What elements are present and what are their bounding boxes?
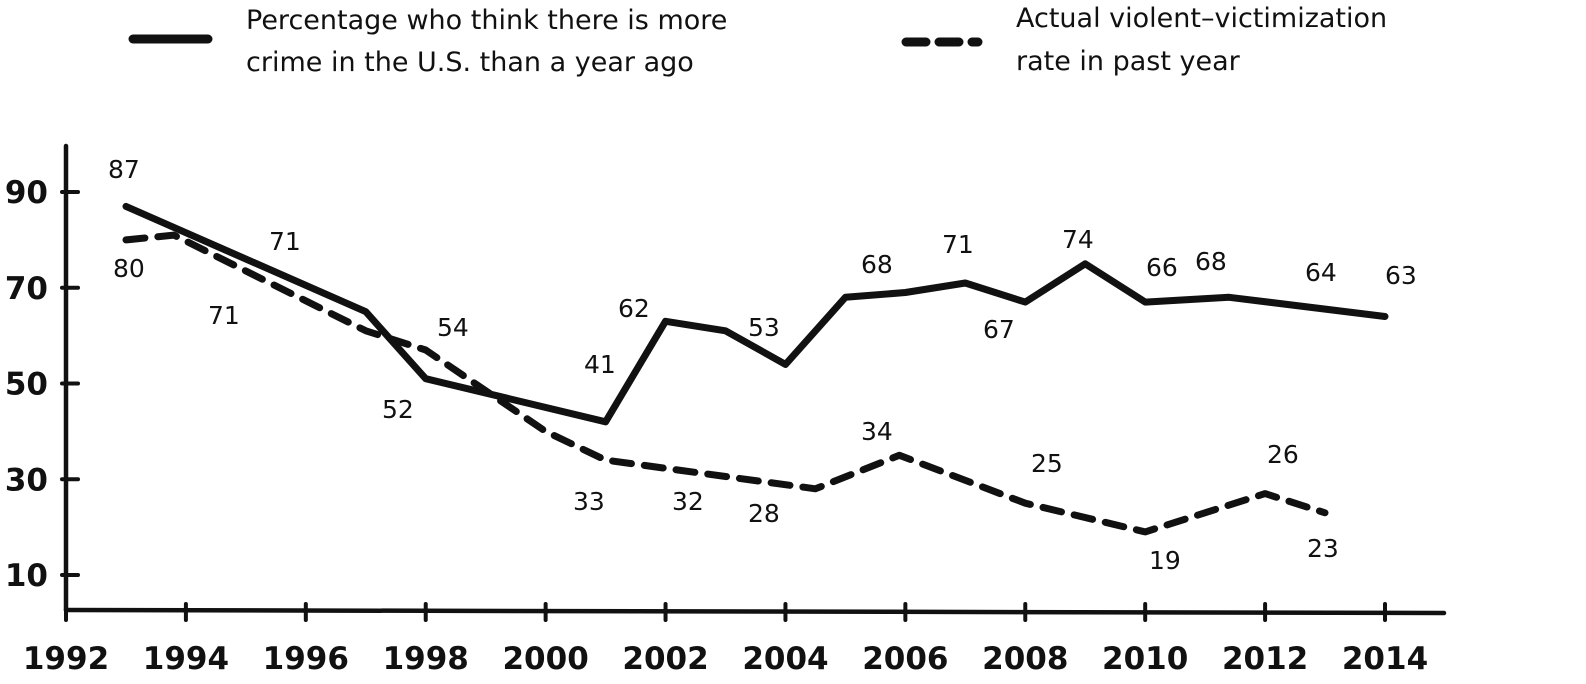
data-label: 62 — [618, 294, 650, 323]
x-ticks: 1992 1994 1996 1998 2000 2002 2004 2006 2008 2010… — [23, 602, 1428, 677]
data-label: 63 — [1385, 261, 1417, 290]
data-label: 33 — [573, 487, 605, 516]
legend-label-perception-line2: crime in the U.S. than a year ago — [246, 47, 694, 78]
y-tick-label: 30 — [5, 462, 48, 498]
data-label: 66 — [1146, 253, 1178, 282]
legend-label-victimization-line1: Actual violent–victimization — [1016, 3, 1387, 34]
x-tick-label: 1996 — [263, 641, 349, 677]
x-axis-line — [63, 607, 1447, 616]
y-ticks: 10 30 50 70 90 — [5, 175, 80, 594]
y-tick-label: 50 — [5, 367, 48, 403]
x-tick-label: 1994 — [143, 641, 229, 677]
data-label: 53 — [748, 313, 780, 342]
data-label: 68 — [861, 250, 893, 279]
data-label: 80 — [113, 254, 145, 283]
data-label: 71 — [942, 230, 974, 259]
x-tick-label: 1992 — [23, 641, 109, 677]
data-label: 71 — [208, 301, 240, 330]
data-label: 26 — [1267, 440, 1299, 469]
x-tick-label: 2006 — [862, 641, 948, 677]
data-labels-victimization: 80 71 33 32 28 34 25 19 26 23 — [113, 254, 1339, 575]
x-tick-label: 2004 — [742, 641, 828, 677]
y-tick-label: 70 — [5, 271, 48, 307]
data-label: 34 — [861, 417, 893, 446]
data-label: 19 — [1149, 546, 1181, 575]
legend-label-victimization-line2: rate in past year — [1016, 46, 1241, 77]
x-tick-label: 2012 — [1222, 641, 1308, 677]
x-tick-label: 2010 — [1102, 641, 1188, 677]
data-label: 25 — [1031, 449, 1063, 478]
legend-item-perception: Percentage who think there is more crime… — [128, 5, 727, 78]
data-labels-perception: 87 71 52 54 41 62 53 68 71 67 74 66 68 6… — [108, 155, 1417, 424]
data-label: 74 — [1062, 225, 1094, 254]
x-tick-label: 2014 — [1342, 641, 1428, 677]
data-label: 87 — [108, 155, 140, 184]
data-label: 28 — [748, 499, 780, 528]
x-tick-label: 2000 — [502, 641, 588, 677]
axes — [63, 143, 1447, 616]
y-tick-label: 90 — [5, 175, 48, 211]
series-line-victimization — [122, 231, 1329, 536]
data-label: 67 — [983, 315, 1015, 344]
y-tick-label: 10 — [5, 558, 48, 594]
legend-item-victimization: Actual violent–victimization rate in pas… — [901, 3, 1387, 77]
data-label: 54 — [437, 313, 469, 342]
series-layer — [122, 202, 1389, 536]
data-label: 71 — [269, 227, 301, 256]
x-tick-label: 2008 — [982, 641, 1068, 677]
x-tick-label: 2002 — [622, 641, 708, 677]
data-label: 23 — [1307, 534, 1339, 563]
data-label: 64 — [1305, 258, 1337, 287]
data-label: 32 — [672, 487, 704, 516]
legend-label-perception-line1: Percentage who think there is more — [246, 5, 727, 36]
data-label: 52 — [382, 395, 414, 424]
data-label: 41 — [584, 350, 616, 379]
data-label: 68 — [1195, 247, 1227, 276]
x-tick-label: 1998 — [383, 641, 469, 677]
legend: Percentage who think there is more crime… — [128, 3, 1387, 78]
